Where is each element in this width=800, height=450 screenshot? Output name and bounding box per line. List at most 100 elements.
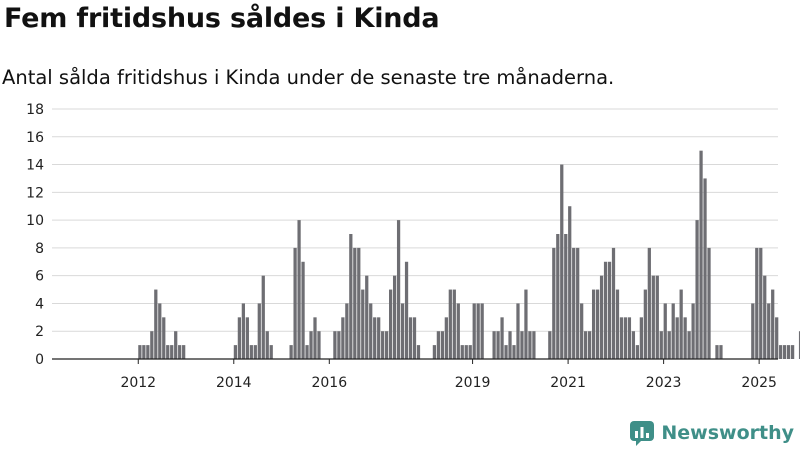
bar (265, 331, 269, 359)
newsworthy-icon (630, 421, 655, 446)
bar (480, 303, 484, 359)
y-tick-label: 16 (26, 130, 44, 146)
bar (520, 331, 524, 359)
bar (333, 331, 337, 359)
bar (683, 317, 687, 359)
bar (635, 345, 640, 359)
bar (166, 345, 170, 359)
bar (675, 317, 679, 359)
bar (759, 247, 763, 359)
bar (679, 289, 683, 359)
bar (245, 317, 249, 359)
bar (436, 331, 441, 359)
bar (444, 317, 448, 359)
bar (623, 317, 628, 359)
bar (158, 303, 162, 359)
x-tick-label: 2012 (120, 375, 156, 391)
bar (524, 289, 528, 359)
y-tick-label: 2 (35, 324, 44, 340)
bar (707, 247, 711, 359)
bar (775, 317, 779, 359)
bar (297, 220, 301, 359)
bar (580, 303, 584, 359)
bar (671, 303, 675, 359)
bar (663, 303, 667, 359)
bar (476, 303, 480, 359)
bar (651, 275, 655, 359)
bar (615, 289, 620, 359)
bar (440, 331, 444, 359)
bar (464, 345, 468, 359)
bar (528, 331, 532, 359)
bar (337, 331, 341, 359)
bar (146, 345, 150, 359)
bar (154, 289, 158, 359)
bar (771, 289, 775, 359)
bar (631, 331, 636, 359)
bar (408, 317, 413, 359)
bar (269, 345, 273, 359)
bar (432, 345, 437, 359)
bar (448, 289, 452, 359)
bar (508, 331, 512, 359)
bar (572, 247, 576, 359)
bar (162, 317, 166, 359)
bar (691, 303, 695, 359)
y-tick-label: 4 (35, 296, 44, 312)
bar (365, 275, 369, 359)
bar (647, 247, 651, 359)
bar (412, 317, 417, 359)
bar (170, 345, 174, 359)
bar (293, 247, 297, 359)
bar (715, 345, 719, 359)
bar (576, 247, 580, 359)
bar (627, 317, 632, 359)
y-tick-label: 12 (26, 185, 44, 201)
bar (472, 303, 476, 359)
x-tick-label: 2023 (646, 375, 682, 391)
bar (353, 247, 357, 359)
y-tick-label: 0 (35, 352, 44, 368)
y-axis-ticks: 0 2 4 6 8 10 12 14 16 18 (26, 102, 44, 368)
bar (452, 289, 456, 359)
chart-subtitle: Antal sålda fritidshus i Kinda under de … (2, 66, 615, 89)
bar (548, 331, 552, 359)
y-tick-label: 6 (35, 269, 44, 285)
bar (603, 261, 608, 359)
x-axis: 2012 2014 2016 2019 2021 2023 2025 (52, 358, 778, 391)
bar (599, 275, 604, 359)
bar (588, 331, 592, 359)
bar (552, 247, 556, 359)
bar (357, 247, 361, 359)
bars (138, 150, 800, 359)
bar-chart: 0 2 4 6 8 10 12 14 16 18 2012 2014 2016 2019 2021 2023… (26, 102, 800, 391)
bar (500, 317, 504, 359)
x-tick-label: 2014 (216, 375, 252, 391)
bar (305, 345, 309, 359)
bar (237, 317, 242, 359)
bar (392, 275, 397, 359)
bar (460, 345, 464, 359)
gridlines (52, 108, 778, 332)
y-tick-label: 14 (26, 158, 44, 174)
bar (695, 220, 699, 359)
bar (611, 247, 616, 359)
chart-title: Fem fritidshus såldes i Kinda (4, 3, 440, 34)
bar (655, 275, 659, 359)
bar (178, 345, 182, 359)
bar (504, 345, 508, 359)
bar (373, 317, 377, 359)
bar (456, 303, 460, 359)
bar (389, 289, 393, 359)
bar (719, 345, 723, 359)
bar (241, 303, 245, 359)
brand-name: Newsworthy (661, 422, 794, 444)
bar (619, 317, 624, 359)
bar (591, 289, 596, 359)
bar (516, 303, 520, 359)
bar (400, 303, 405, 359)
bar (416, 345, 421, 359)
bar (233, 345, 238, 359)
bar (349, 234, 353, 359)
bar (309, 331, 313, 359)
